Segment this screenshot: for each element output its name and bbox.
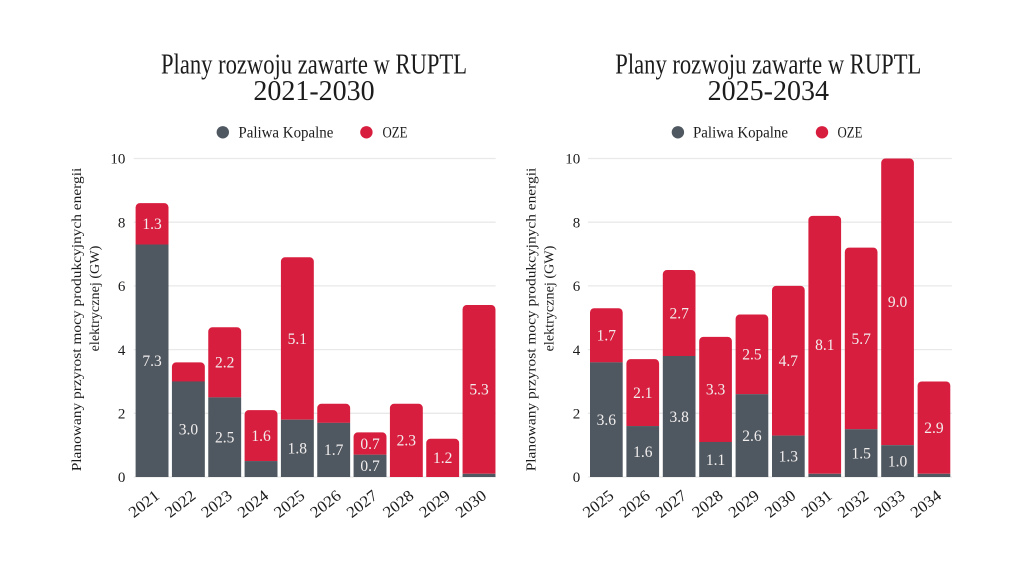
svg-text:OZE: OZE bbox=[838, 124, 863, 141]
svg-text:2.3: 2.3 bbox=[397, 433, 417, 450]
svg-text:1.8: 1.8 bbox=[288, 441, 308, 458]
svg-text:1.0: 1.0 bbox=[888, 453, 908, 470]
svg-text:1.1: 1.1 bbox=[706, 452, 725, 469]
svg-text:10: 10 bbox=[565, 152, 580, 168]
svg-text:1.6: 1.6 bbox=[633, 444, 653, 461]
svg-text:2.2: 2.2 bbox=[215, 355, 234, 372]
svg-text:Paliwa Kopalne: Paliwa Kopalne bbox=[693, 124, 788, 141]
svg-text:3.3: 3.3 bbox=[706, 382, 726, 399]
svg-text:1.2: 1.2 bbox=[433, 450, 452, 467]
svg-text:5.3: 5.3 bbox=[469, 382, 489, 399]
svg-text:2021-2030: 2021-2030 bbox=[253, 76, 374, 107]
svg-text:0.7: 0.7 bbox=[360, 458, 380, 475]
svg-text:3.8: 3.8 bbox=[669, 409, 689, 426]
svg-text:2.6: 2.6 bbox=[742, 428, 762, 445]
svg-text:5.1: 5.1 bbox=[288, 331, 307, 348]
svg-text:elektrycznej (GW): elektrycznej (GW) bbox=[87, 246, 102, 352]
svg-text:2025-2034: 2025-2034 bbox=[708, 76, 829, 107]
svg-text:1.6: 1.6 bbox=[251, 428, 271, 445]
svg-text:Plany rozwoju zawarte w RUPTL: Plany rozwoju zawarte w RUPTL bbox=[615, 50, 921, 81]
svg-text:10: 10 bbox=[110, 152, 125, 168]
svg-text:4: 4 bbox=[118, 343, 126, 359]
svg-text:Plany rozwoju zawarte w RUPTL: Plany rozwoju zawarte w RUPTL bbox=[161, 50, 467, 81]
svg-text:OZE: OZE bbox=[383, 124, 408, 141]
svg-text:5.7: 5.7 bbox=[851, 331, 871, 348]
svg-text:Paliwa Kopalne: Paliwa Kopalne bbox=[238, 124, 333, 141]
svg-text:2.9: 2.9 bbox=[924, 420, 944, 437]
svg-text:1.7: 1.7 bbox=[324, 442, 344, 459]
svg-text:2.5: 2.5 bbox=[742, 347, 762, 364]
svg-text:9.0: 9.0 bbox=[888, 294, 908, 311]
svg-text:2.1: 2.1 bbox=[633, 385, 652, 402]
svg-text:2: 2 bbox=[573, 407, 581, 423]
svg-text:8.1: 8.1 bbox=[815, 337, 834, 354]
svg-text:0: 0 bbox=[118, 470, 126, 486]
svg-text:2: 2 bbox=[118, 407, 126, 423]
svg-text:7.3: 7.3 bbox=[142, 353, 162, 370]
svg-text:elektrycznej (GW): elektrycznej (GW) bbox=[541, 246, 556, 352]
svg-text:4: 4 bbox=[573, 343, 581, 359]
svg-text:1.7: 1.7 bbox=[597, 328, 617, 345]
svg-text:2.5: 2.5 bbox=[215, 429, 235, 446]
svg-text:1.3: 1.3 bbox=[142, 216, 162, 233]
svg-text:1.3: 1.3 bbox=[779, 449, 799, 466]
svg-text:0: 0 bbox=[573, 470, 581, 486]
svg-text:Planowany przyrost mocy produk: Planowany przyrost mocy produkcyjnych en… bbox=[69, 167, 84, 471]
svg-text:3.0: 3.0 bbox=[179, 422, 199, 439]
svg-text:4.7: 4.7 bbox=[779, 353, 799, 370]
svg-text:0.7: 0.7 bbox=[360, 436, 380, 453]
svg-text:1.5: 1.5 bbox=[851, 445, 871, 462]
svg-text:3.6: 3.6 bbox=[597, 412, 617, 429]
svg-text:2.7: 2.7 bbox=[669, 305, 689, 322]
svg-text:6: 6 bbox=[118, 279, 126, 295]
svg-text:8: 8 bbox=[118, 215, 126, 231]
svg-text:Planowany przyrost mocy produk: Planowany przyrost mocy produkcyjnych en… bbox=[524, 167, 539, 471]
svg-text:6: 6 bbox=[573, 279, 581, 295]
svg-text:8: 8 bbox=[573, 215, 581, 231]
